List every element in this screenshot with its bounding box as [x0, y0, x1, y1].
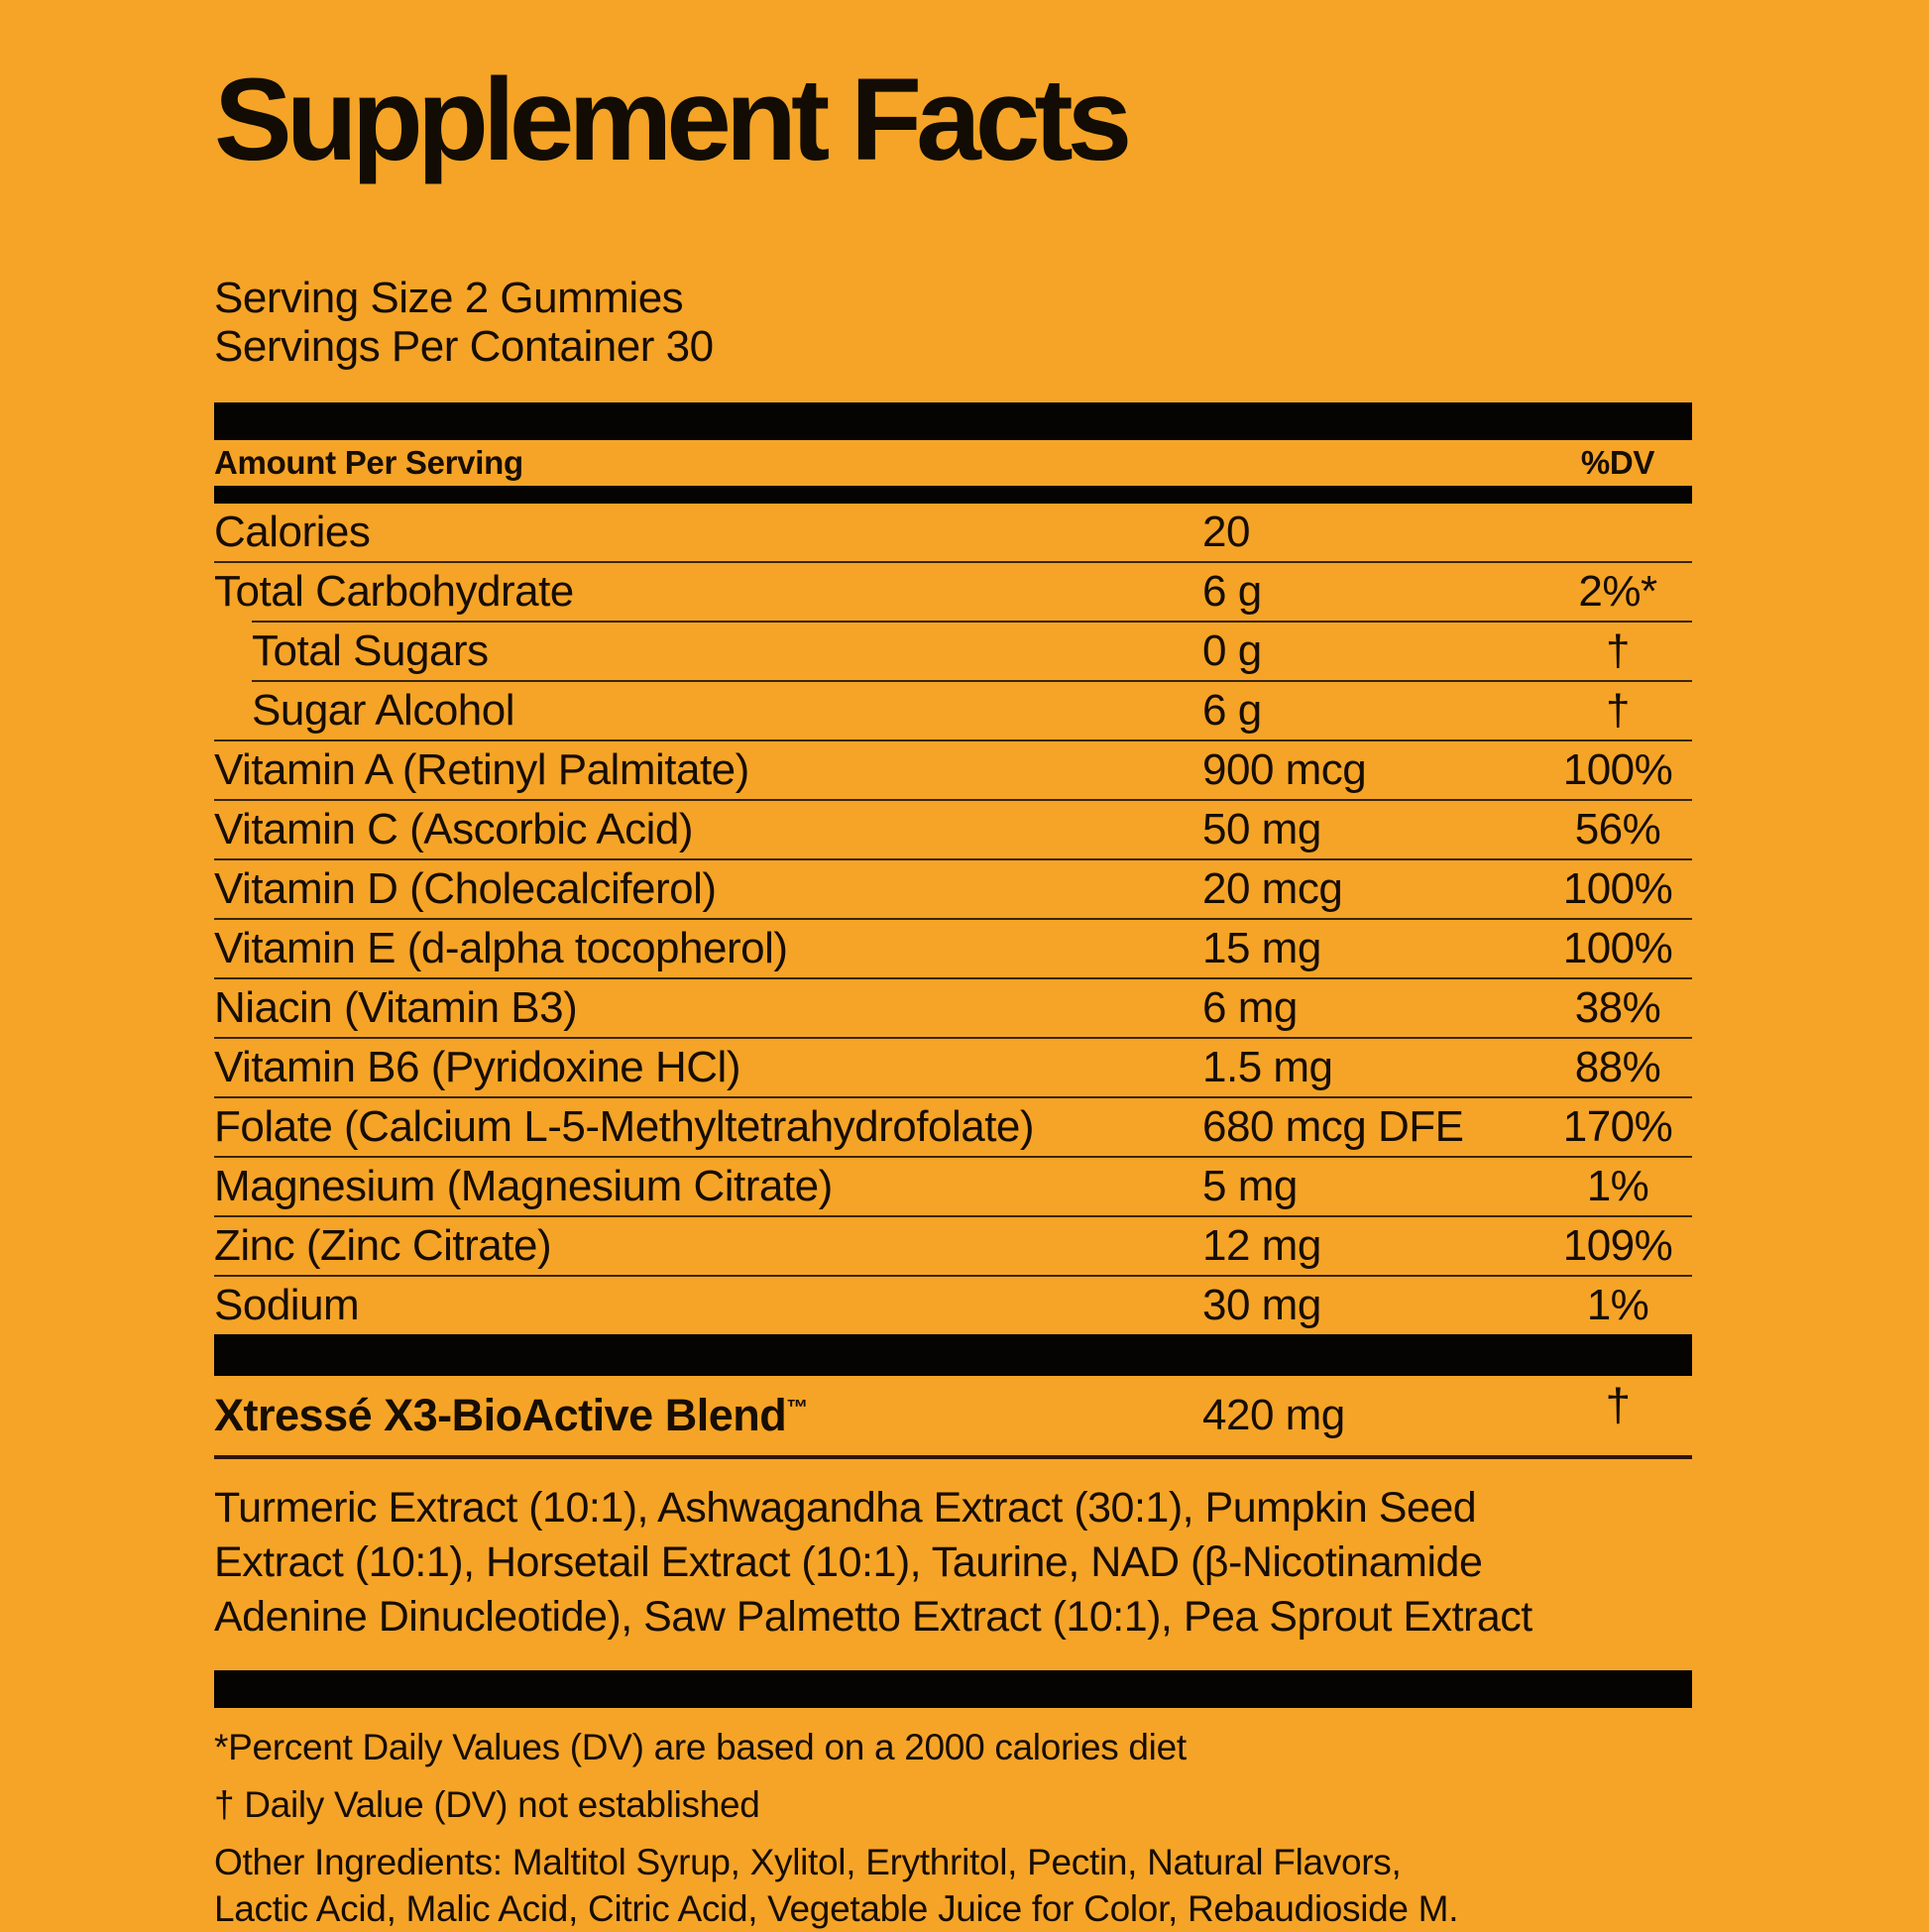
- nutrient-dv: 38%: [1574, 983, 1661, 1032]
- nutrient-dv: 109%: [1562, 1221, 1673, 1270]
- nutrient-label: Vitamin A (Retinyl Palmitate): [214, 745, 749, 794]
- nutrient-label: Vitamin D (Cholecalciferol): [214, 864, 717, 913]
- nutrient-amount: 900 mcg: [1202, 745, 1367, 794]
- serving-size: Serving Size 2 Gummies: [214, 274, 684, 322]
- blend-divider-bar: [214, 1334, 1692, 1376]
- nutrient-label: Zinc (Zinc Citrate): [214, 1221, 552, 1270]
- nutrient-dv: 56%: [1574, 805, 1661, 853]
- table-header-row: Amount Per Serving %DV: [214, 440, 1692, 486]
- header-divider-bar: [214, 486, 1692, 504]
- nutrient-table: Calories 20 Total Carbohydrate 6 g 2%* T…: [214, 504, 1692, 1334]
- nutrient-amount: 680 mcg DFE: [1202, 1102, 1464, 1151]
- table-row: Sugar Alcohol 6 g †: [252, 680, 1692, 739]
- nutrient-label: Vitamin C (Ascorbic Acid): [214, 805, 694, 853]
- dv-not-established-footnote: † Daily Value (DV) not established: [214, 1784, 760, 1825]
- blend-ingredients-line: Turmeric Extract (10:1), Ashwagandha Ext…: [214, 1484, 1477, 1532]
- table-row: Total Sugars 0 g †: [252, 621, 1692, 680]
- supplement-facts-label: Supplement Facts Serving Size 2 Gummies …: [214, 55, 1692, 1932]
- nutrient-dv: 170%: [1562, 1102, 1673, 1151]
- nutrient-dv: 1%: [1586, 1162, 1649, 1210]
- servings-per-container: Servings Per Container 30: [214, 322, 714, 371]
- blend-amount: 420 mg: [1202, 1391, 1345, 1439]
- footnotes: *Percent Daily Values (DV) are based on …: [214, 1724, 1692, 1932]
- proprietary-blend-row: Xtressé X3-BioActive Blend™ 420 mg †: [214, 1376, 1692, 1459]
- blend-ingredients: Turmeric Extract (10:1), Ashwagandha Ext…: [214, 1481, 1692, 1645]
- nutrient-label: Sodium: [214, 1281, 360, 1329]
- table-row: Sodium 30 mg 1%: [214, 1275, 1692, 1334]
- nutrient-label: Folate (Calcium L-5-Methyltetrahydrofola…: [214, 1102, 1035, 1151]
- nutrient-label: Total Carbohydrate: [214, 567, 574, 616]
- nutrient-dv: 100%: [1562, 924, 1673, 972]
- nutrient-dv: 2%*: [1578, 567, 1657, 616]
- blend-ingredients-line: Extract (10:1), Horsetail Extract (10:1)…: [214, 1538, 1483, 1586]
- amount-per-serving-header: Amount Per Serving: [214, 444, 523, 481]
- top-divider-bar: [214, 402, 1692, 440]
- nutrient-amount: 15 mg: [1202, 924, 1321, 972]
- nutrient-label: Magnesium (Magnesium Citrate): [214, 1162, 833, 1210]
- table-row: Vitamin E (d-alpha tocopherol) 15 mg 100…: [214, 918, 1692, 977]
- nutrient-amount: 20: [1202, 508, 1250, 556]
- nutrient-amount: 20 mcg: [1202, 864, 1343, 913]
- table-row: Niacin (Vitamin B3) 6 mg 38%: [214, 977, 1692, 1037]
- nutrient-label: Total Sugars: [252, 626, 489, 675]
- table-row: Folate (Calcium L-5-Methyltetrahydrofola…: [214, 1096, 1692, 1156]
- nutrient-dv: 100%: [1562, 745, 1673, 794]
- nutrient-label: Sugar Alcohol: [252, 686, 515, 735]
- blend-dv: †: [1605, 1379, 1631, 1430]
- nutrient-label: Vitamin B6 (Pyridoxine HCl): [214, 1043, 740, 1091]
- nutrient-amount: 50 mg: [1202, 805, 1321, 853]
- table-row: Calories 20: [214, 504, 1692, 561]
- page-title: Supplement Facts: [214, 55, 1132, 185]
- table-row: Vitamin A (Retinyl Palmitate) 900 mcg 10…: [214, 739, 1692, 799]
- other-ingredients-footnote: Other Ingredients: Maltitol Syrup, Xylit…: [214, 1839, 1692, 1932]
- nutrient-amount: 0 g: [1202, 626, 1262, 675]
- nutrient-amount: 1.5 mg: [1202, 1043, 1333, 1091]
- nutrient-dv: 100%: [1562, 864, 1673, 913]
- table-row: Vitamin C (Ascorbic Acid) 50 mg 56%: [214, 799, 1692, 858]
- nutrient-dv: †: [1606, 626, 1630, 675]
- table-row: Zinc (Zinc Citrate) 12 mg 109%: [214, 1215, 1692, 1275]
- nutrient-amount: 12 mg: [1202, 1221, 1321, 1270]
- table-row: Vitamin B6 (Pyridoxine HCl) 1.5 mg 88%: [214, 1037, 1692, 1096]
- footnote-divider-bar: [214, 1670, 1692, 1708]
- nutrient-dv: †: [1606, 686, 1630, 735]
- other-ingredients-line: Lactic Acid, Malic Acid, Citric Acid, Ve…: [214, 1888, 1459, 1929]
- table-row: Total Carbohydrate 6 g 2%*: [214, 561, 1692, 621]
- trademark-symbol: ™: [786, 1395, 808, 1420]
- serving-info: Serving Size 2 Gummies Servings Per Cont…: [214, 274, 1692, 371]
- nutrient-amount: 5 mg: [1202, 1162, 1298, 1210]
- nutrient-amount: 6 g: [1202, 686, 1262, 735]
- nutrient-dv: 88%: [1574, 1043, 1661, 1091]
- blend-ingredients-line: Adenine Dinucleotide), Saw Palmetto Extr…: [214, 1593, 1532, 1641]
- nutrient-label: Vitamin E (d-alpha tocopherol): [214, 924, 788, 972]
- nutrient-amount: 6 mg: [1202, 983, 1298, 1032]
- table-row: Magnesium (Magnesium Citrate) 5 mg 1%: [214, 1156, 1692, 1215]
- percent-dv-header: %DV: [1580, 444, 1655, 481]
- percent-dv-footnote: *Percent Daily Values (DV) are based on …: [214, 1727, 1187, 1767]
- other-ingredients-line: Other Ingredients: Maltitol Syrup, Xylit…: [214, 1842, 1402, 1882]
- nutrient-label: Calories: [214, 508, 371, 556]
- blend-name: Xtressé X3-BioActive Blend™: [214, 1390, 1202, 1441]
- nutrient-amount: 6 g: [1202, 567, 1262, 616]
- nutrient-amount: 30 mg: [1202, 1281, 1321, 1329]
- blend-name-text: Xtressé X3-BioActive Blend: [214, 1390, 787, 1440]
- nutrient-dv: 1%: [1586, 1281, 1649, 1329]
- table-row: Vitamin D (Cholecalciferol) 20 mcg 100%: [214, 858, 1692, 918]
- nutrient-label: Niacin (Vitamin B3): [214, 983, 578, 1032]
